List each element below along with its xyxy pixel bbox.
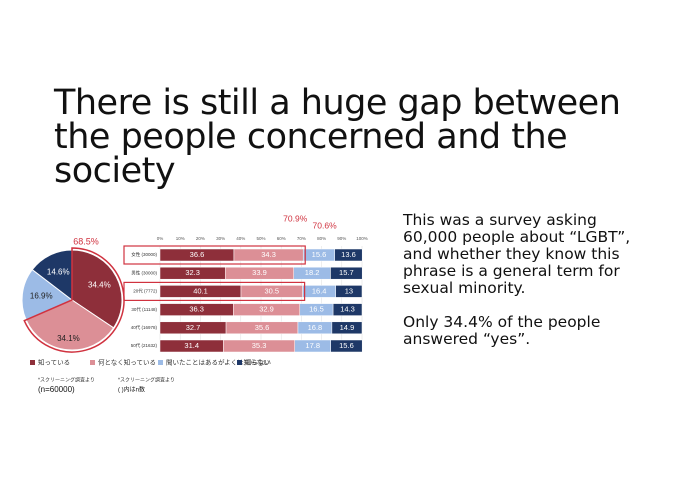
legend-swatch [30,360,35,365]
x-tick-label: 60% [277,236,286,241]
value-label: 30.5 [265,286,280,295]
body-line: This was a survey asking [403,211,597,229]
x-tick-label: 50% [256,236,265,241]
body-text: This was a survey asking 60,000 people a… [403,212,630,348]
value-label: 32.7 [186,323,201,332]
annotation: 68.5% [73,236,99,246]
slice-label: 16.9% [30,291,53,300]
value-label: 14.9 [340,323,355,332]
slice-label: 14.6% [47,267,70,276]
note: (n=60000) [38,385,75,394]
value-label: 16.4 [312,286,327,295]
note: *スクリーニング調査より [118,376,175,383]
value-label: 31.4 [184,341,199,350]
value-label: 18.2 [305,268,320,277]
x-tick-label: 0% [157,236,164,241]
legend-label: 何となく知っている [98,358,156,367]
bar-segment [330,339,363,353]
note: *スクリーニング調査より [38,376,95,383]
highlight-box [123,281,306,301]
bar-segment [334,248,363,262]
value-label: 34.3 [261,250,276,259]
x-tick-label: 70% [297,236,306,241]
bar-segment [332,303,363,316]
x-tick-label: 80% [317,236,326,241]
body-line: and whether they know this [403,245,620,263]
annotation: 70.6% [313,220,338,230]
slice-label: 34.1% [57,334,80,343]
y-tick-label: 50代 (21632) [131,342,158,349]
title-line: There is still a huge gap between [54,83,621,123]
y-tick-label: 30代 (11148) [131,306,157,313]
value-label: 36.6 [190,250,205,259]
legend-label: 聞いたことはあるがよくは知らない [166,358,270,367]
y-tick-label: 男性 (30000) [131,269,157,276]
body-line: sexual minority. [403,279,526,297]
title-line: the people concerned and the [54,117,568,157]
highlight-outline [23,247,125,353]
body-line: answered “yes”. [403,330,531,348]
title-line: society [54,151,176,191]
value-label: 13.6 [341,250,356,259]
highlight-box [123,245,306,265]
y-tick-label: 20代 (7772) [133,288,157,295]
value-label: 16.5 [309,305,324,314]
annotation: 70.9% [283,213,308,223]
body-line: Only 34.4% of the people [403,313,601,331]
value-label: 15.6 [312,250,327,259]
bar-segment [330,266,363,280]
slide-title: There is still a huge gap between the pe… [54,83,621,191]
pie-slice [25,299,115,351]
x-tick-label: 10% [176,236,185,241]
value-label: 17.8 [305,341,320,350]
value-label: 40.1 [193,286,208,295]
legend-swatch [158,360,163,365]
legend-swatch [90,360,95,365]
x-tick-label: 90% [337,236,346,241]
value-label: 15.7 [339,268,354,277]
legend-swatch [237,360,242,365]
value-label: 13 [345,286,353,295]
note: ( )内はn数 [118,386,145,394]
bar-segment [331,321,363,335]
slice-label: 34.4% [88,281,111,290]
value-label: 36.3 [189,305,204,314]
value-label: 32.3 [185,268,200,277]
pie-slice [71,249,123,329]
body-line: 60,000 people about “LGBT”, [403,228,631,246]
legend-label: 知っている [38,358,70,367]
value-label: 14.3 [340,305,355,314]
body-line: phrase is a general term for [403,262,620,280]
y-tick-label: 女性 (30000) [131,251,157,258]
value-label: 16.8 [308,323,323,332]
x-tick-label: 20% [196,236,205,241]
value-label: 32.9 [259,305,274,314]
x-tick-label: 30% [216,236,225,241]
value-label: 35.3 [252,341,267,350]
value-label: 33.9 [252,268,267,277]
bar-segment [335,285,363,298]
x-tick-label: 100% [356,236,368,241]
value-label: 35.6 [255,323,270,332]
y-tick-label: 40代 (16978) [131,324,158,331]
pie-slice [21,268,73,321]
legend-label: 知らない [245,358,271,367]
value-label: 15.6 [339,341,354,350]
x-tick-label: 40% [236,236,245,241]
